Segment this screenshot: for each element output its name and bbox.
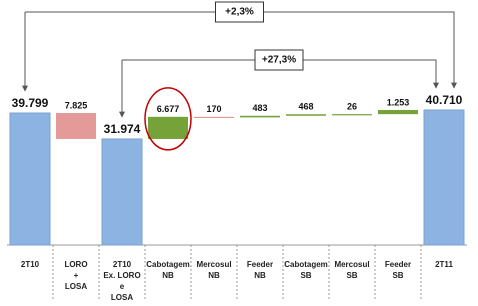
annotation-box — [215, 1, 264, 23]
category-label: Mercosul — [334, 260, 369, 269]
value-label: 468 — [298, 102, 313, 112]
annotation: +2,3% — [225, 7, 254, 18]
bracket — [25, 11, 457, 89]
annotation: +27,3% — [262, 55, 296, 66]
bar — [423, 109, 465, 246]
category-label: e — [120, 282, 125, 291]
category-label: Feeder — [385, 260, 411, 269]
bar — [9, 112, 51, 246]
bracket — [122, 59, 439, 89]
category-label: LORO — [64, 260, 87, 269]
category-label: NB — [254, 271, 266, 280]
category-label: Cabotagem — [284, 260, 328, 269]
category-label: NB — [162, 271, 174, 280]
category-label: SB — [346, 271, 357, 280]
category-label: NB — [208, 271, 220, 280]
value-label: 170 — [206, 104, 221, 114]
value-label: 40.710 — [426, 93, 463, 107]
value-label: 483 — [252, 103, 267, 113]
value-label: 7.825 — [65, 100, 88, 110]
bar — [332, 114, 372, 116]
bar — [286, 114, 326, 116]
value-label: 1.253 — [387, 97, 410, 107]
bar — [101, 138, 143, 246]
bar — [194, 116, 234, 119]
bar — [378, 109, 418, 115]
value-label: 6.677 — [157, 104, 180, 114]
category-label: Mercosul — [196, 260, 231, 269]
category-label: Ex. LORO — [103, 271, 140, 280]
category-label: 2T11 — [435, 260, 453, 269]
category-label: LOSA — [111, 293, 133, 302]
value-label: 31.974 — [104, 122, 141, 136]
category-label: SB — [392, 271, 403, 280]
category-label: + — [74, 271, 79, 280]
category-label: Cabotagem — [146, 260, 190, 269]
value-label: 26 — [347, 102, 357, 112]
category-label: Feeder — [247, 260, 273, 269]
category-label: 2T10 — [113, 260, 132, 269]
bar — [148, 116, 188, 139]
category-label: SB — [300, 271, 311, 280]
bar — [56, 113, 96, 139]
category-label: 2T10 — [21, 260, 40, 269]
annotation-box — [254, 49, 304, 71]
value-label: 39.799 — [12, 96, 49, 110]
highlight-ring — [144, 87, 192, 151]
bar — [240, 115, 280, 118]
category-label: LOSA — [65, 282, 87, 291]
